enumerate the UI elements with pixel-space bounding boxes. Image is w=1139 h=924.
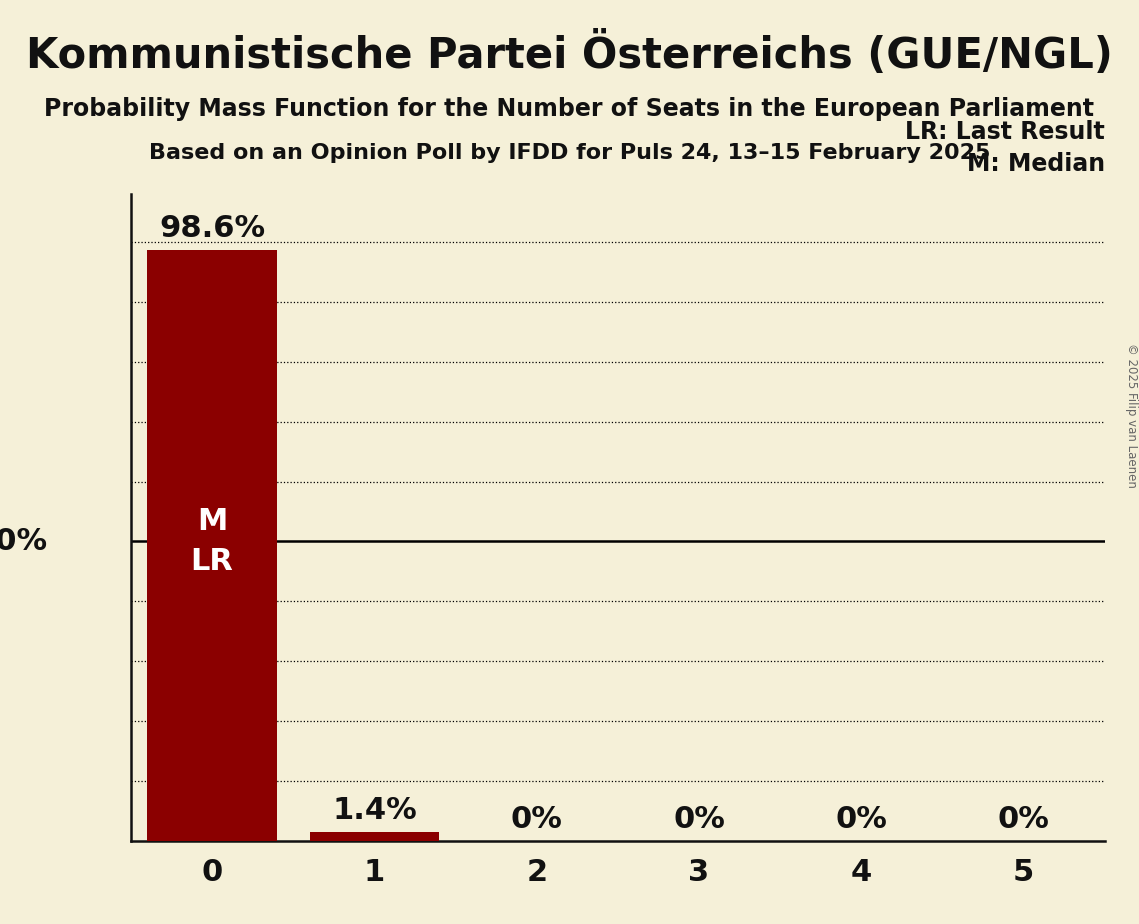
Text: M: Median: M: Median [967, 152, 1105, 176]
Text: 0%: 0% [510, 805, 563, 833]
Bar [310, 833, 440, 841]
Text: 0%: 0% [998, 805, 1050, 833]
Text: 0%: 0% [835, 805, 887, 833]
Text: Probability Mass Function for the Number of Seats in the European Parliament: Probability Mass Function for the Number… [44, 97, 1095, 121]
Text: Based on an Opinion Poll by IFDD for Puls 24, 13–15 February 2025: Based on an Opinion Poll by IFDD for Pul… [149, 143, 990, 164]
Text: 50%: 50% [0, 527, 48, 556]
Bar [147, 250, 277, 841]
Text: 98.6%: 98.6% [159, 214, 265, 243]
Text: LR: Last Result: LR: Last Result [906, 120, 1105, 143]
Text: M
LR: M LR [190, 506, 233, 577]
Text: 0%: 0% [673, 805, 726, 833]
Text: Kommunistische Partei Österreichs (GUE/NGL): Kommunistische Partei Österreichs (GUE/N… [26, 32, 1113, 78]
Text: © 2025 Filip van Laenen: © 2025 Filip van Laenen [1124, 344, 1138, 488]
Text: 1.4%: 1.4% [333, 796, 417, 825]
